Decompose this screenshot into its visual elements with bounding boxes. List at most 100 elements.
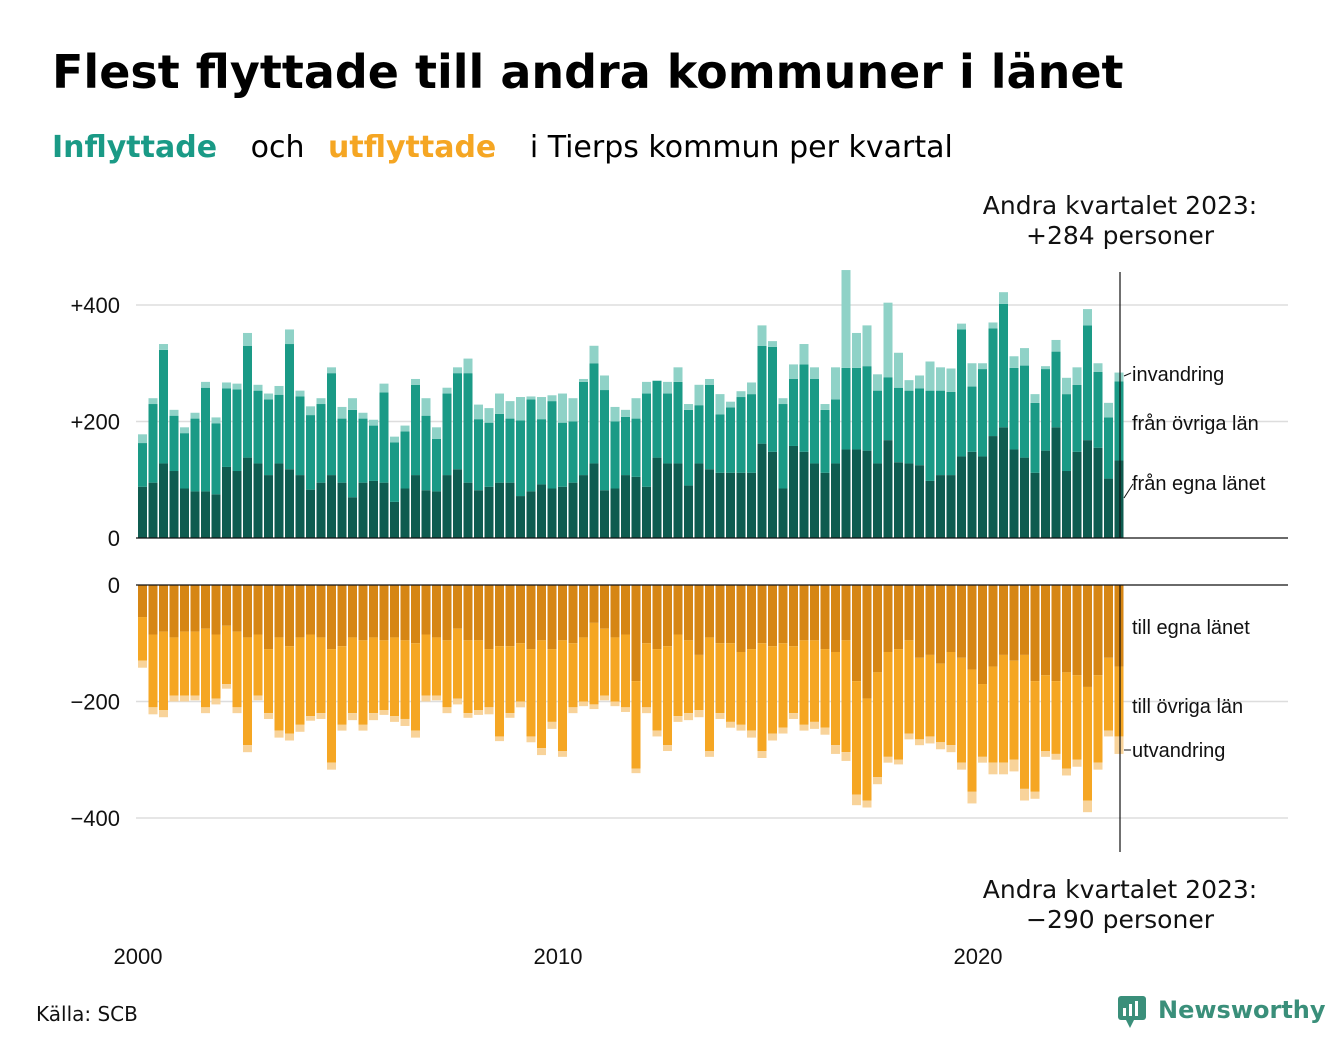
bar-out-own [442, 585, 452, 641]
bar-out-own [316, 585, 326, 638]
bar-out-own [526, 585, 536, 650]
bar-out-own [768, 585, 777, 647]
bar-in-other [978, 369, 987, 457]
bar-in-abroad [978, 363, 987, 370]
bar-in-other [642, 393, 651, 487]
bar-in-own [1041, 450, 1050, 538]
bar-out-other [768, 646, 777, 734]
bar-out-own [222, 585, 231, 626]
bar-in-own [1072, 451, 1082, 538]
bar-out-abroad [453, 698, 462, 705]
bar-out-abroad [663, 745, 672, 752]
bar-in-abroad [358, 412, 368, 419]
bar-in-abroad [747, 382, 756, 395]
bar-out-other [453, 628, 462, 699]
bar-out-other [537, 640, 546, 749]
bar-out-abroad [327, 762, 336, 770]
bar-in-abroad [369, 419, 378, 426]
bar-in-own [904, 463, 914, 538]
bar-out-own [652, 585, 662, 650]
bar-in-other [778, 404, 788, 489]
bar-out-other [421, 634, 431, 696]
bar-out-other [642, 643, 651, 708]
bar-in-own [978, 456, 987, 538]
bar-in-abroad [768, 341, 777, 347]
bar-in-other [957, 329, 966, 457]
bar-in-abroad [201, 381, 210, 388]
bar-in-own [862, 450, 872, 538]
bar-in-other [211, 423, 221, 495]
bar-out-own [547, 585, 557, 650]
bar-out-abroad [243, 745, 252, 753]
bar-out-other [810, 640, 819, 722]
bar-out-abroad [705, 751, 714, 757]
bar-out-abroad [589, 704, 599, 710]
bar-out-other [295, 637, 305, 725]
bar-out-other [978, 684, 987, 757]
bar-out-abroad [159, 710, 168, 718]
bar-out-abroad [474, 710, 483, 715]
bar-in-other [925, 390, 935, 481]
bar-in-abroad [726, 401, 735, 408]
bar-in-abroad [579, 378, 588, 382]
bar-in-own [673, 463, 683, 538]
bar-out-abroad [600, 695, 609, 701]
bar-in-own [463, 482, 473, 538]
bar-in-other [264, 399, 273, 476]
bar-out-own [789, 585, 798, 647]
bar-in-other [484, 422, 494, 487]
bar-out-abroad [222, 684, 231, 689]
bar-in-other [652, 380, 662, 458]
bar-out-abroad [148, 707, 158, 715]
bar-in-own [568, 482, 578, 538]
bar-out-own [852, 585, 861, 682]
bar-in-other [327, 373, 336, 476]
bar-in-own [379, 482, 389, 538]
bar-out-other [736, 651, 746, 725]
bar-out-other [484, 649, 494, 708]
bar-out-other [705, 637, 714, 752]
bar-in-other [190, 418, 200, 492]
bar-out-own [904, 585, 914, 641]
bar-out-own [1020, 585, 1029, 655]
bar-in-other [463, 373, 473, 483]
bar-out-abroad [253, 695, 263, 701]
bar-out-abroad [873, 777, 882, 785]
bar-in-abroad [474, 404, 483, 420]
bar-out-abroad [957, 762, 966, 770]
bar-out-abroad [421, 695, 431, 702]
bar-out-other [222, 625, 231, 685]
bar-out-abroad [442, 707, 452, 714]
bar-in-other [432, 438, 441, 492]
bar-in-other [474, 419, 483, 491]
bar-out-abroad [652, 730, 662, 737]
bar-out-abroad [463, 713, 473, 718]
bar-out-own [159, 585, 168, 632]
bar-in-own [925, 480, 935, 538]
bar-in-own [610, 488, 620, 538]
bar-out-own [537, 585, 546, 641]
chart-subtitle: Inflyttade och utflyttade i Tierps kommu… [52, 130, 953, 165]
fran-egna-leader [1123, 483, 1134, 499]
bar-out-other [159, 631, 168, 711]
top-annotation-line1: Andra kvartalet 2023: [983, 191, 1257, 220]
bar-in-abroad [274, 385, 284, 395]
bar-out-other [904, 640, 914, 734]
bar-out-other [369, 637, 378, 714]
bar-out-abroad [715, 713, 725, 719]
bar-in-own [600, 490, 609, 538]
bar-out-other [211, 634, 221, 699]
bar-out-own [726, 585, 735, 644]
bar-out-own [873, 585, 882, 673]
bar-in-other [946, 391, 956, 476]
bar-out-own [432, 585, 441, 638]
bar-out-other [988, 666, 998, 763]
bar-in-own [411, 475, 420, 538]
bar-out-abroad [358, 724, 368, 731]
bar-in-own [621, 475, 630, 538]
bar-in-abroad [411, 378, 420, 385]
bar-out-abroad [306, 716, 315, 721]
x-tick-labels: 2000 2010 2020 [114, 944, 1003, 969]
bar-out-abroad [820, 727, 830, 735]
bar-in-own [274, 463, 284, 538]
